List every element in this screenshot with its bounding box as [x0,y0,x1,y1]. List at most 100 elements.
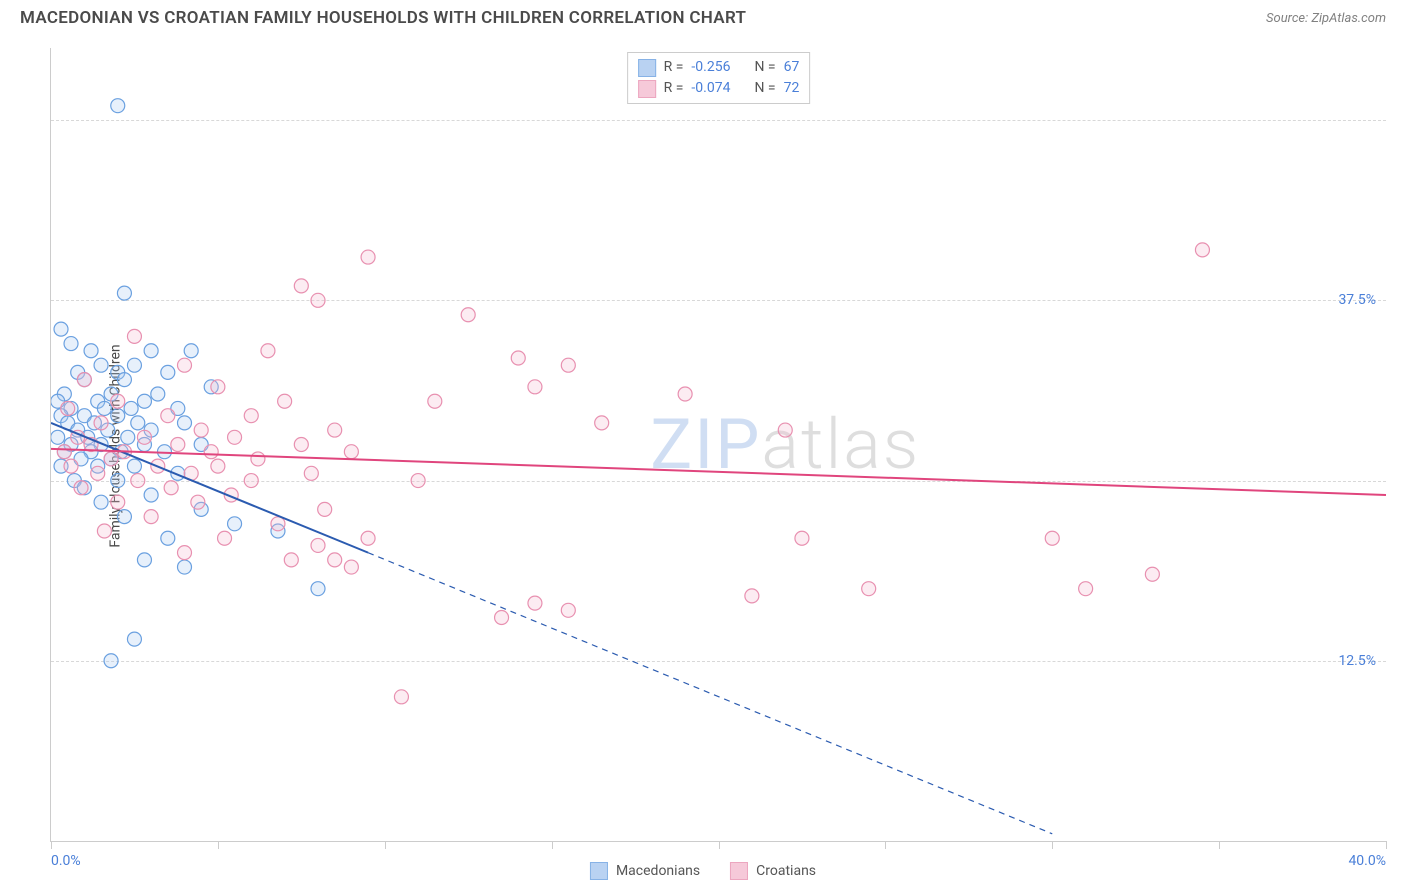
data-point [294,438,308,452]
legend-item: Macedonians [590,862,700,880]
data-point [84,344,98,358]
data-point [111,394,125,408]
series-swatch [638,59,656,77]
data-point [178,358,192,372]
data-point [161,365,175,379]
data-point [461,308,475,322]
legend-item: Croatians [730,862,816,880]
data-point [127,358,141,372]
legend-label: Croatians [756,863,816,879]
data-point [361,250,375,264]
data-point [97,524,111,538]
data-point [278,394,292,408]
chart-header: MACEDONIAN VS CROATIAN FAMILY HOUSEHOLDS… [0,0,1406,32]
data-point [111,495,125,509]
data-point [94,495,108,509]
data-point [161,531,175,545]
data-point [344,560,358,574]
r-value: -0.074 [691,78,730,99]
data-point [318,502,332,516]
x-tick [385,841,386,849]
source-prefix: Source: [1266,11,1311,26]
data-point [178,546,192,560]
data-point [394,690,408,704]
r-label: R = [664,57,684,78]
data-point [111,409,125,423]
data-point [311,538,325,552]
data-point [77,373,91,387]
data-point [561,603,575,617]
data-point [244,474,258,488]
data-point [244,409,258,423]
x-tick [719,841,720,849]
source-name: ZipAtlas.com [1311,11,1386,26]
data-point [328,553,342,567]
data-point [57,445,71,459]
data-point [91,466,105,480]
x-tick-label: 0.0% [51,853,81,869]
data-point [178,416,192,430]
data-point [344,445,358,459]
data-point [131,474,145,488]
data-point [127,329,141,343]
x-tick [885,841,886,849]
stats-box: R =-0.256N =67R = -0.074 N = 72 [627,52,811,104]
data-point [745,589,759,603]
data-point [137,394,151,408]
data-point [61,401,75,415]
data-point [411,474,425,488]
data-point [261,344,275,358]
data-point [111,474,125,488]
stats-row: R = -0.074 N = 72 [638,78,800,99]
data-point [54,322,68,336]
data-point [144,488,158,502]
legend-swatch [730,862,748,880]
x-tick-label: 40.0% [1348,853,1386,869]
data-point [104,654,118,668]
data-point [117,286,131,300]
data-point [1145,567,1159,581]
x-tick [1386,841,1387,849]
data-point [528,596,542,610]
x-tick [218,841,219,849]
data-point [211,459,225,473]
x-tick [552,841,553,849]
data-point [795,531,809,545]
data-point [271,517,285,531]
data-point [1195,243,1209,257]
n-value: 72 [784,78,800,99]
data-point [164,481,178,495]
data-point [294,279,308,293]
data-point [511,351,525,365]
n-label: N = [754,57,775,78]
regression-line-extrapolated [368,553,1052,834]
r-label: R = [664,78,684,99]
data-point [94,416,108,430]
data-point [178,560,192,574]
data-point [1079,582,1093,596]
plot-svg [51,48,1386,841]
data-point [428,394,442,408]
data-point [64,459,78,473]
data-point [595,416,609,430]
source-attribution: Source: ZipAtlas.com [1266,11,1386,26]
data-point [111,99,125,113]
data-point [311,582,325,596]
data-point [117,373,131,387]
scatter-chart: ZIPatlas R =-0.256N =67R =-0.074N =72 12… [50,48,1386,842]
data-point [124,401,138,415]
data-point [194,423,208,437]
stats-row: R =-0.256N =67 [638,57,800,78]
legend-swatch [590,862,608,880]
data-point [127,459,141,473]
n-label: N = [754,78,775,99]
data-point [121,430,135,444]
data-point [161,409,175,423]
x-tick [1052,841,1053,849]
x-tick [51,841,52,849]
data-point [528,380,542,394]
data-point [1045,531,1059,545]
data-point [361,531,375,545]
data-point [204,445,218,459]
data-point [137,430,151,444]
